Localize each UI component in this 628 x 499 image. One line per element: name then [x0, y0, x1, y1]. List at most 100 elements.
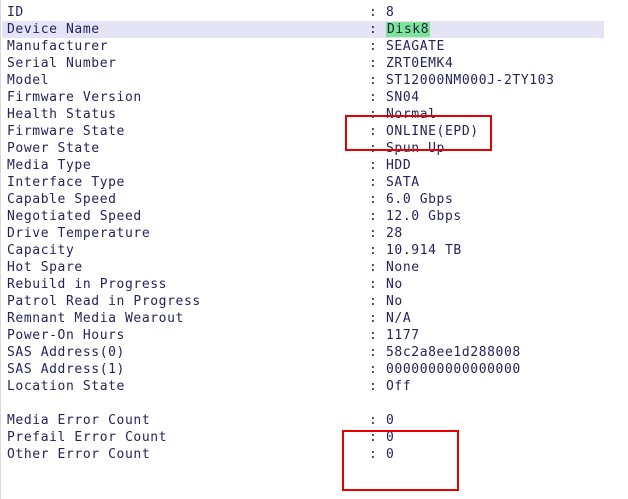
property-label: SAS Address(0): [7, 345, 125, 360]
property-row[interactable]: Serial Number: ZRT0EMK4: [1, 55, 628, 72]
property-row[interactable]: Media Type: HDD: [1, 157, 628, 174]
property-separator: :: [369, 73, 377, 88]
property-label: Remnant Media Wearout: [7, 311, 184, 326]
property-label: Model: [7, 73, 50, 88]
property-label: Rebuild in Progress: [7, 277, 168, 292]
property-separator: :: [369, 447, 377, 462]
property-separator: :: [369, 243, 377, 258]
property-separator: :: [369, 39, 377, 54]
property-row[interactable]: Power State: Spun Up: [1, 140, 628, 157]
property-value: ST12000NM000J-2TY103: [386, 73, 555, 88]
property-label: Media Error Count: [7, 413, 151, 428]
property-list: ID:8 Device Name: Disk8 Manufacturer: SEAGAT…: [1, 4, 628, 463]
property-value: SN04: [386, 90, 420, 105]
property-value: 1177: [386, 328, 420, 343]
property-row[interactable]: Manufacturer: SEAGATE: [1, 38, 628, 55]
property-value: 58c2a8ee1d288008: [386, 345, 521, 360]
property-separator: :: [369, 430, 377, 445]
property-value: 0: [386, 413, 395, 428]
property-separator: :: [369, 345, 377, 360]
property-label: Power State: [7, 141, 100, 156]
property-value: 10.914 TB: [386, 243, 462, 258]
property-value: 8: [386, 5, 395, 20]
property-separator: :: [369, 413, 377, 428]
property-label: Media Type: [7, 158, 92, 173]
property-separator: :: [369, 260, 377, 275]
property-row[interactable]: Patrol Read in Progress: No: [1, 293, 628, 310]
property-row[interactable]: Firmware State: ONLINE(EPD): [1, 123, 628, 140]
property-value: 0000000000000000: [386, 362, 521, 377]
search-match-highlight: Disk8: [386, 22, 431, 37]
property-row[interactable]: Media Error Count:0: [1, 412, 628, 429]
property-separator: :: [369, 209, 377, 224]
property-label: Capable Speed: [7, 192, 117, 207]
property-value: N/A: [386, 311, 412, 326]
property-value: 0: [386, 447, 395, 462]
property-value: SATA: [386, 175, 420, 190]
property-row[interactable]: Drive Temperature:28: [1, 225, 628, 242]
property-separator: :: [369, 226, 377, 241]
property-label: Serial Number: [7, 56, 117, 71]
property-label: Firmware State: [7, 124, 125, 139]
property-row[interactable]: Negotiated Speed:12.0 Gbps: [1, 208, 628, 225]
property-row[interactable]: Hot Spare: None: [1, 259, 628, 276]
property-separator: :: [369, 5, 377, 20]
property-separator: :: [369, 22, 377, 37]
property-value: Normal: [386, 107, 437, 122]
property-value: SEAGATE: [386, 39, 445, 54]
property-separator: :: [369, 56, 377, 71]
property-row[interactable]: Interface Type: SATA: [1, 174, 628, 191]
property-row[interactable]: Power-On Hours:1177: [1, 327, 628, 344]
property-separator: :: [369, 277, 377, 292]
property-row[interactable]: Location State: Off: [1, 378, 628, 395]
property-row[interactable]: Prefail Error Count:0: [1, 429, 628, 446]
property-label: Other Error Count: [7, 447, 151, 462]
property-value: ONLINE(EPD): [386, 124, 479, 139]
property-separator: :: [369, 90, 377, 105]
property-label: Firmware Version: [7, 90, 142, 105]
property-value: 6.0 Gbps: [386, 192, 454, 207]
property-row[interactable]: ID:8: [1, 4, 628, 21]
property-separator: :: [369, 362, 377, 377]
property-value: No: [386, 277, 403, 292]
property-separator: :: [369, 328, 377, 343]
property-label: SAS Address(1): [7, 362, 125, 377]
property-row[interactable]: Rebuild in Progress: No: [1, 276, 628, 293]
property-label: ID: [7, 5, 24, 20]
property-label: Manufacturer: [7, 39, 109, 54]
property-row[interactable]: Firmware Version: SN04: [1, 89, 628, 106]
property-label: Negotiated Speed: [7, 209, 142, 224]
property-label: Location State: [7, 379, 125, 394]
property-row[interactable]: Capacity:10.914 TB: [1, 242, 628, 259]
property-row[interactable]: Other Error Count:0: [1, 446, 628, 463]
property-row[interactable]: Model: ST12000NM000J-2TY103: [1, 72, 628, 89]
property-value: ZRT0EMK4: [386, 56, 454, 71]
property-label: Power-On Hours: [7, 328, 125, 343]
property-value: 12.0 Gbps: [386, 209, 462, 224]
property-row[interactable]: SAS Address(1):0000000000000000: [1, 361, 628, 378]
property-value: Off: [386, 379, 412, 394]
property-label: Device Name: [7, 22, 100, 37]
property-label: Health Status: [7, 107, 117, 122]
property-label: Hot Spare: [7, 260, 83, 275]
property-label: Capacity: [7, 243, 75, 258]
property-value: Disk8: [386, 21, 431, 38]
property-row[interactable]: Remnant Media Wearout: N/A: [1, 310, 628, 327]
property-separator: :: [369, 124, 377, 139]
property-row[interactable]: Device Name: Disk8: [1, 21, 628, 38]
property-value: 28: [386, 226, 403, 241]
property-row[interactable]: SAS Address(0):58c2a8ee1d288008: [1, 344, 628, 361]
property-label: Patrol Read in Progress: [7, 294, 201, 309]
property-label: Drive Temperature: [7, 226, 151, 241]
property-separator: :: [369, 192, 377, 207]
property-separator: :: [369, 294, 377, 309]
property-separator: :: [369, 107, 377, 122]
property-separator: :: [369, 311, 377, 326]
property-value: Spun Up: [386, 141, 445, 156]
property-separator: :: [369, 379, 377, 394]
property-value: None: [386, 260, 420, 275]
property-separator: :: [369, 141, 377, 156]
property-row[interactable]: Health Status: Normal: [1, 106, 628, 123]
property-row[interactable]: Capable Speed:6.0 Gbps: [1, 191, 628, 208]
